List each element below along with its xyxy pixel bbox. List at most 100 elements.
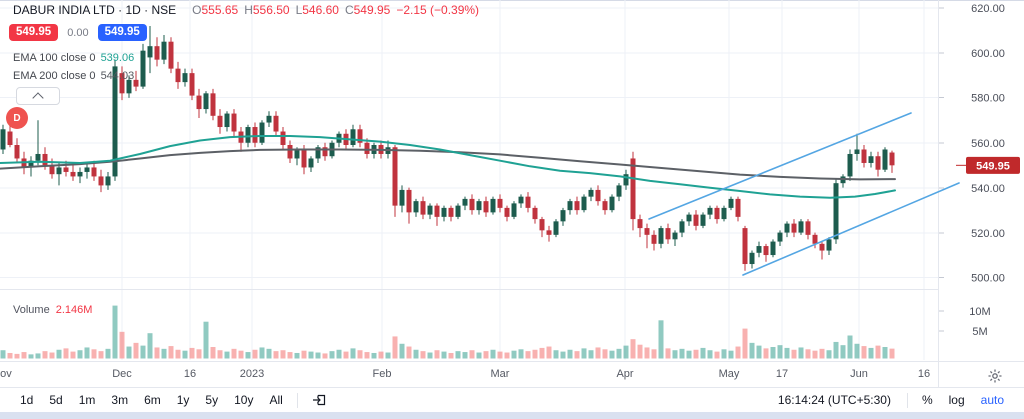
time-axis-label: 2023: [239, 368, 265, 380]
volume-bar: [665, 348, 671, 359]
candle-body: [28, 160, 34, 168]
volume-bar: [840, 345, 846, 359]
chart-canvas[interactable]: 620.00 600.00 580.00 560.00 540.00 520.00 500.…: [0, 0, 1024, 361]
collapse-legend-button[interactable]: [16, 87, 60, 105]
candle-body: [532, 207, 538, 220]
volume-bar: [14, 353, 20, 359]
candle-body: [189, 73, 195, 96]
volume-bar: [259, 347, 265, 359]
candle-body: [210, 93, 216, 116]
volume-bar: [882, 347, 888, 359]
volume-bar: [217, 350, 223, 359]
candle-body: [105, 176, 111, 186]
time-axis[interactable]: Nov Dec 16 2023 Feb Mar Apr May 17 Jun 16: [0, 361, 1024, 388]
volume-bar: [224, 351, 230, 359]
candle-body: [154, 46, 160, 60]
volume-bar: [553, 350, 559, 359]
sell-price-button[interactable]: 549.95: [9, 24, 59, 41]
range-button-3m[interactable]: 3m: [103, 391, 136, 409]
candle-body: [413, 201, 419, 213]
candle-body: [42, 153, 48, 166]
symbol-title[interactable]: DABUR INDIA LTD · 1D · NSE: [13, 3, 177, 17]
range-button-10y[interactable]: 10y: [226, 391, 261, 409]
price-axis[interactable]: 620.00 600.00 580.00 560.00 540.00 520.00 500.…: [939, 3, 1005, 338]
scale-controls: 16:14:24 (UTC+5:30) % log auto: [778, 391, 1012, 409]
volume-bar: [483, 351, 489, 359]
volume-bar: [784, 347, 790, 359]
candle-body: [469, 198, 475, 211]
range-button-1m[interactable]: 1m: [71, 391, 104, 409]
candle-body: [147, 46, 153, 58]
bottom-toolbar: 1d 5d 1m 3m 6m 1y 5y 10y All 16:14:24 (UTC+5:30)…: [0, 387, 1024, 412]
interval-badge[interactable]: D: [6, 107, 28, 129]
price-axis-label: 600.00: [971, 48, 1005, 60]
volume-bar: [812, 350, 818, 359]
volume-bar: [364, 352, 370, 359]
volume-bar: [448, 352, 454, 359]
volume-bar: [7, 352, 13, 359]
range-button-all[interactable]: All: [261, 391, 290, 409]
time-axis-label: 16: [183, 368, 197, 380]
lower-channel-line[interactable]: [742, 182, 960, 276]
volume-bar: [889, 348, 895, 359]
volume-bar: [56, 349, 62, 359]
toolbar-divider: [906, 392, 908, 408]
candle-body: [756, 246, 762, 253]
candle-body: [483, 201, 489, 213]
volume-bar: [252, 349, 258, 359]
volume-bar: [854, 343, 860, 359]
candle-body: [392, 147, 398, 206]
candle-body: [623, 174, 629, 186]
upper-channel-line[interactable]: [648, 112, 912, 220]
range-button-5y[interactable]: 5y: [197, 391, 226, 409]
volume-bar: [434, 350, 440, 359]
volume-axis-label: 5M: [972, 326, 987, 338]
indicator-legend-ema100[interactable]: EMA 100 close 0 539.06: [13, 52, 134, 64]
volume-bar: [637, 344, 643, 359]
range-button-5d[interactable]: 5d: [41, 391, 70, 409]
candle-body: [882, 149, 888, 170]
calendar-go-to-icon: [312, 394, 325, 406]
gear-icon: [988, 369, 1002, 383]
candle-body: [133, 79, 139, 87]
candle-body: [315, 147, 321, 159]
volume-bar: [294, 352, 300, 359]
range-button-6m[interactable]: 6m: [136, 391, 169, 409]
volume-bar: [441, 351, 447, 359]
candle-body: [273, 115, 279, 132]
volume-legend[interactable]: Volume 2.146M: [13, 304, 92, 316]
volume-bar: [805, 349, 811, 359]
volume-bar: [518, 349, 524, 359]
volume-bar: [154, 347, 160, 359]
chart-settings-button[interactable]: [985, 366, 1005, 386]
time-axis-label: 17: [775, 368, 789, 380]
volume-bar: [406, 346, 412, 359]
go-to-date-button[interactable]: [304, 391, 335, 409]
trendlines[interactable]: [648, 112, 960, 276]
volume-bar: [196, 349, 202, 359]
volume-bar: [287, 352, 293, 359]
ema-100-line: [0, 135, 896, 199]
indicator-legend-ema200[interactable]: EMA 200 close 0 544.03: [13, 70, 134, 82]
buy-price-button[interactable]: 549.95: [97, 24, 147, 41]
open-value: 555.65: [201, 3, 239, 17]
log-scale-button[interactable]: log: [941, 391, 973, 409]
volume-bar: [693, 349, 699, 359]
range-button-1d[interactable]: 1d: [12, 391, 41, 409]
candle-body: [868, 156, 874, 163]
volume-bar: [42, 351, 48, 359]
auto-scale-button[interactable]: auto: [973, 391, 1012, 409]
volume-bar: [49, 352, 55, 359]
candle-body: [672, 232, 678, 240]
volume-bar: [490, 349, 496, 359]
volume-bar: [455, 351, 461, 359]
volume-bar: [595, 347, 601, 359]
volume-bar: [161, 348, 167, 359]
volume-bar: [371, 352, 377, 359]
volume-bar: [119, 331, 125, 359]
volume-bar: [875, 345, 881, 359]
percent-scale-button[interactable]: %: [914, 391, 941, 409]
price-axis-label: 520.00: [971, 228, 1005, 240]
volume-bar: [868, 347, 874, 359]
range-button-1y[interactable]: 1y: [169, 391, 198, 409]
